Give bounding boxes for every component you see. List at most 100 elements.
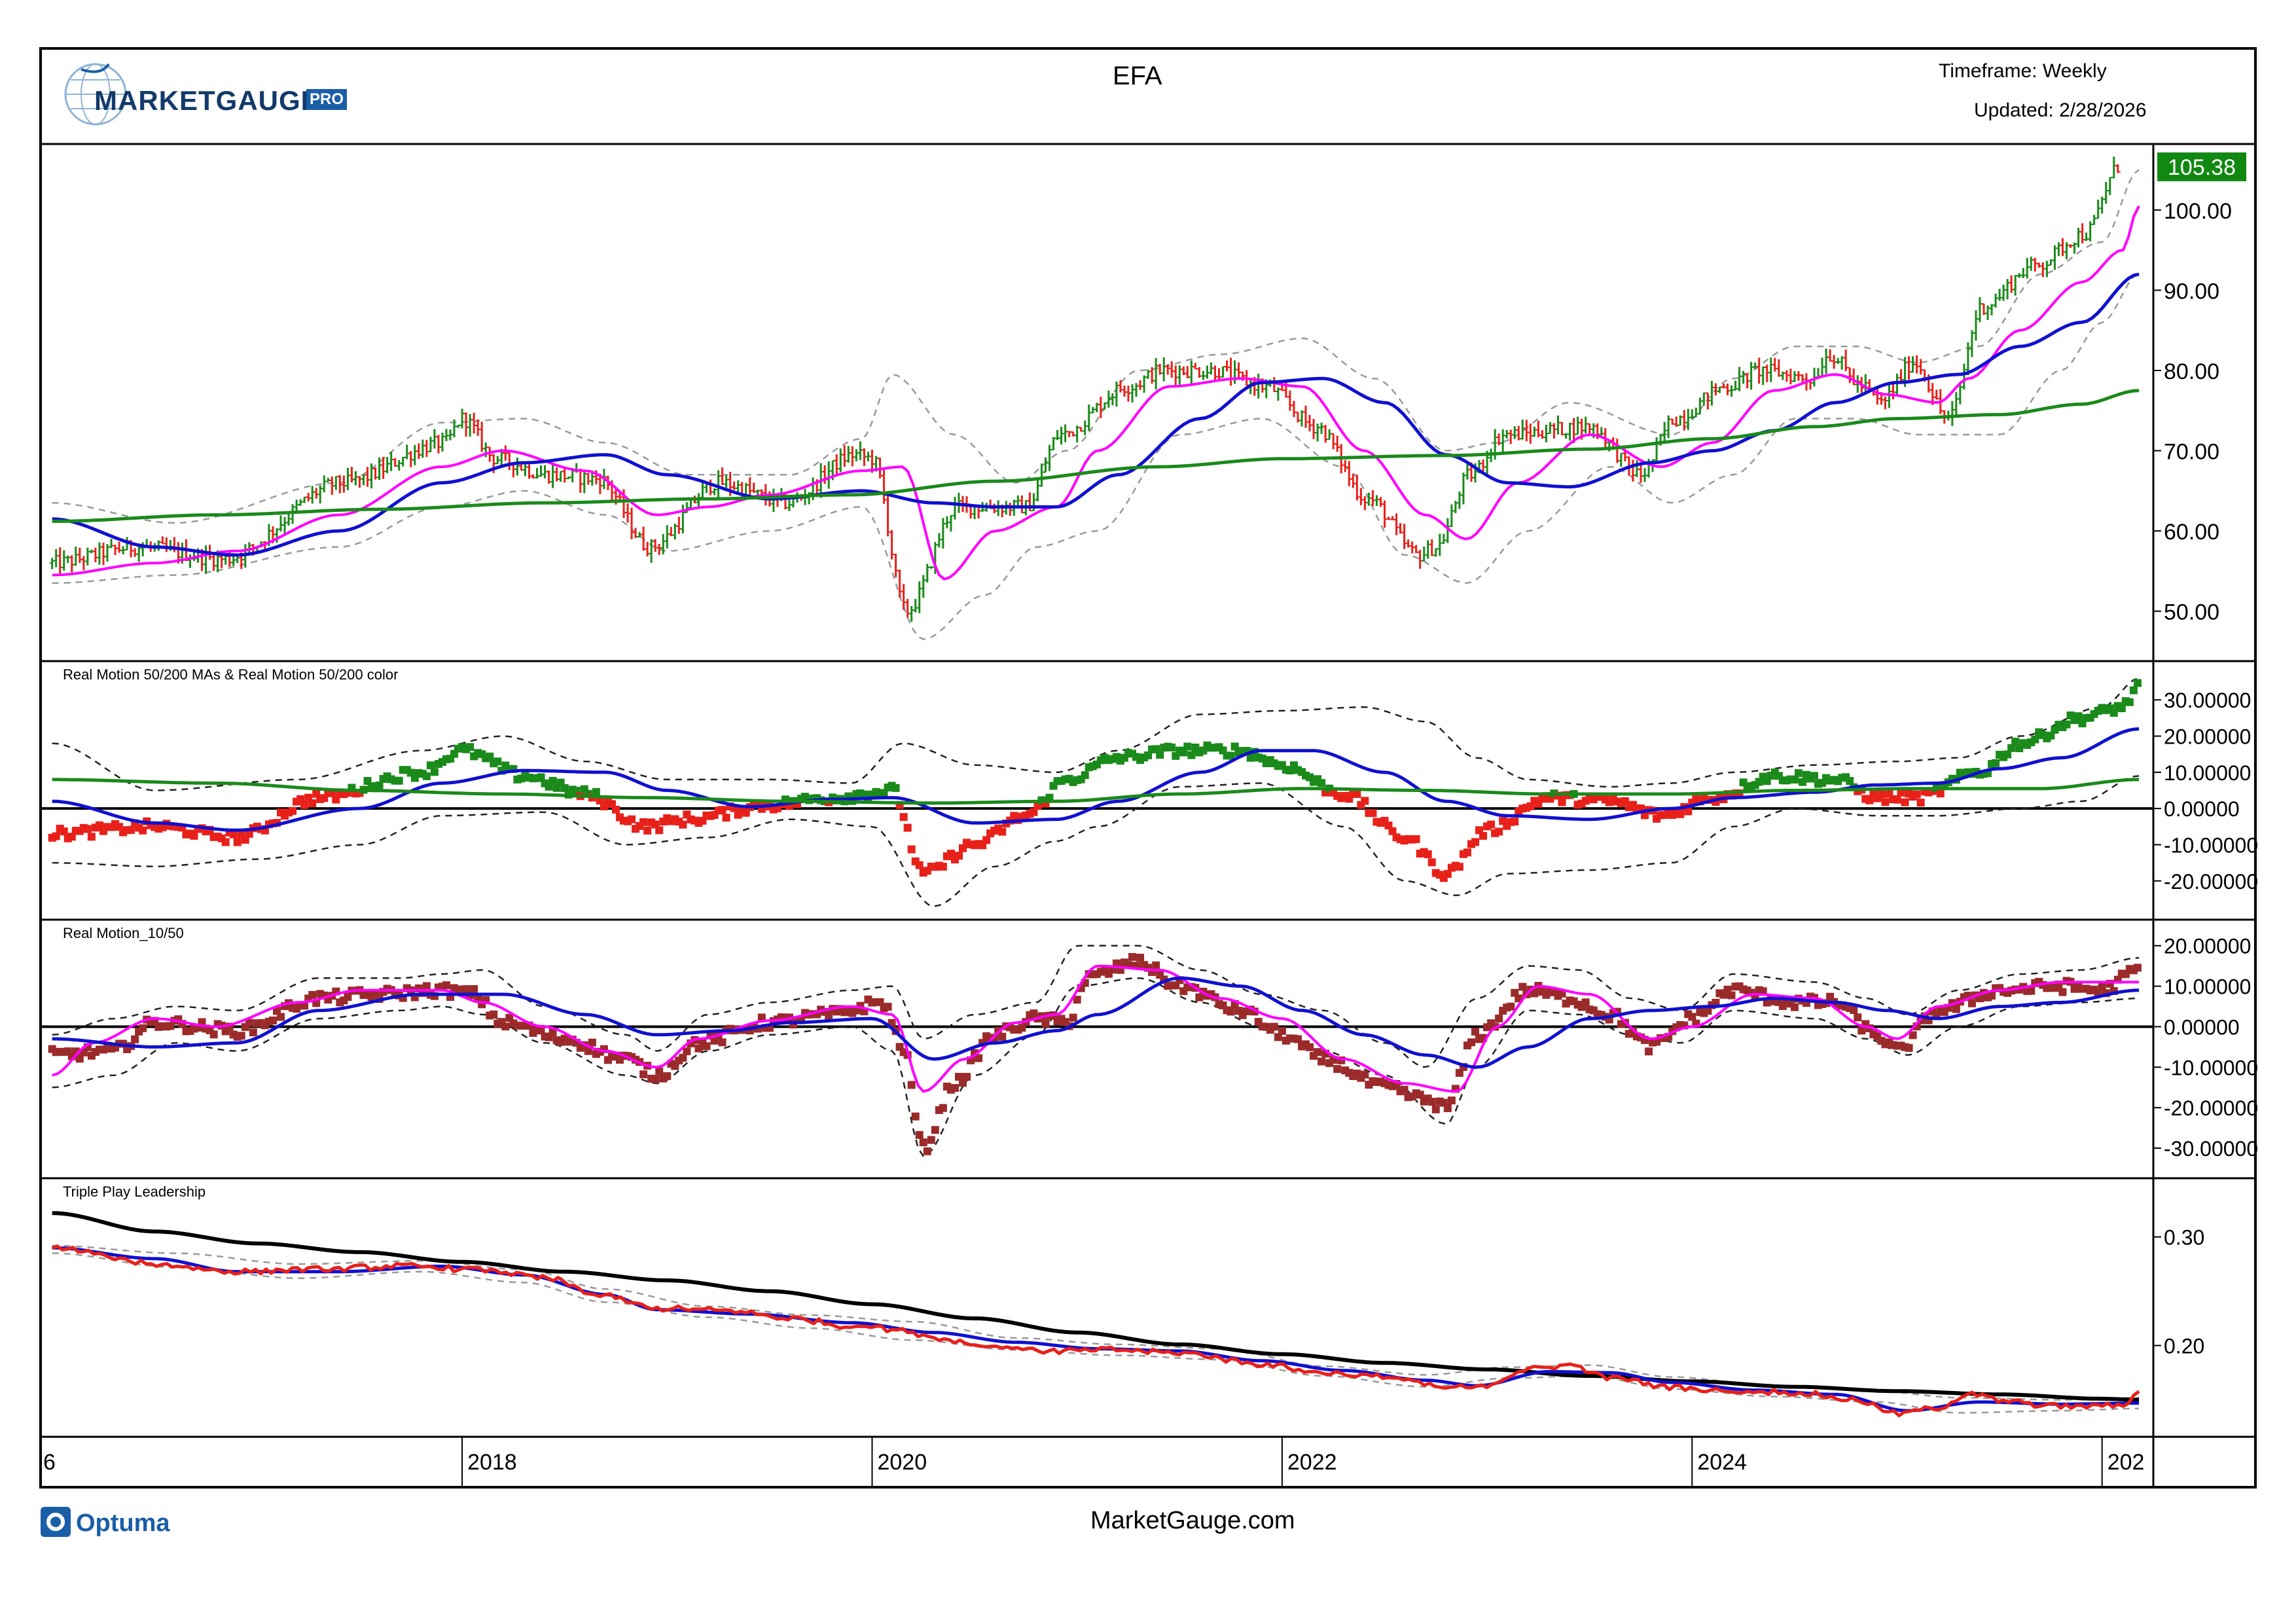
rm-dot	[466, 743, 475, 751]
rm-dot	[1227, 1007, 1235, 1016]
rm-dot	[911, 1112, 920, 1121]
rm-dot	[899, 813, 908, 821]
rm-dot	[639, 1070, 648, 1079]
series-ma_mid	[52, 272, 2140, 557]
rm-dot	[1487, 820, 1496, 829]
rm-dot	[221, 838, 230, 846]
rm-dot	[1511, 818, 1519, 826]
rm-dot	[1881, 798, 1890, 806]
rm-dot	[1447, 1096, 1456, 1105]
series-ma_mid	[52, 976, 2140, 1069]
rm-dot	[923, 1147, 931, 1155]
x-tick-label: 6	[43, 1450, 56, 1475]
rm-dot	[1081, 771, 1089, 780]
rm-dot	[1645, 1047, 1653, 1056]
series-band_upper	[52, 1244, 2140, 1401]
rm-dot	[1318, 1057, 1326, 1066]
rm-dot	[1041, 1019, 1050, 1028]
rm-dot	[667, 1060, 675, 1068]
rm-dot	[1798, 778, 1806, 786]
rm-dot	[1992, 759, 2000, 767]
globe-icon	[64, 63, 127, 126]
rm-dot	[998, 827, 1007, 836]
series-band_upper	[52, 677, 2140, 791]
logo-wordmark: MARKETGAUGE	[94, 85, 320, 116]
optuma-logo: Optuma	[41, 1506, 198, 1538]
rm-dot	[702, 1042, 711, 1051]
rm-dot	[1333, 791, 1342, 800]
y-tick-label: -10.00000	[2164, 1056, 2258, 1079]
rm-dot	[1688, 1013, 1696, 1021]
y-tick-label: 100.00	[2164, 199, 2232, 224]
rm-dot	[1877, 790, 1886, 799]
rm-dot	[237, 1032, 245, 1040]
rm-dot	[1427, 1098, 1436, 1106]
rm-dot	[1353, 790, 1361, 799]
rm-dot	[2133, 964, 2142, 972]
rm-dot	[308, 799, 317, 808]
rm-dot	[1558, 798, 1566, 806]
x-tick-label: 2020	[877, 1450, 927, 1475]
x-tick-label: 2022	[1287, 1450, 1337, 1475]
rm-dot	[628, 815, 636, 823]
rm-dot	[2062, 720, 2071, 729]
optuma-icon	[41, 1507, 71, 1537]
rm-dot	[1361, 1070, 1369, 1079]
rm-dot	[1443, 870, 1452, 878]
rm-dot	[891, 784, 900, 792]
rm-dot	[422, 982, 431, 990]
rm-dot	[501, 1022, 510, 1031]
y-tick-label: 80.00	[2164, 359, 2219, 384]
rm-dot	[52, 832, 60, 840]
rm-dot	[486, 752, 494, 761]
rm-dot	[639, 818, 648, 827]
y-tick-label: 70.00	[2164, 440, 2219, 465]
rm-dot	[643, 826, 652, 835]
last-price-label: 105.38	[2168, 155, 2236, 180]
rm-dot	[344, 992, 352, 1001]
rm-dot	[1912, 790, 1921, 799]
rm-dot	[959, 1079, 967, 1087]
series-band_lower	[52, 977, 2140, 1157]
series-band_lower	[52, 1252, 2140, 1414]
series-band_lower	[52, 775, 2140, 907]
rm-dot	[375, 781, 384, 789]
rm-dot	[209, 1030, 218, 1039]
rm-dot	[1854, 1013, 1862, 1022]
series-ma_mid	[52, 727, 2140, 832]
rm-dot	[982, 836, 991, 844]
rm-dot	[954, 1073, 963, 1081]
rm-dot	[332, 795, 340, 804]
rm-dot	[1739, 778, 1748, 787]
rm-dot	[694, 1044, 703, 1053]
rm-dot	[60, 827, 68, 836]
rm-dot	[679, 1053, 687, 1062]
rm-dot	[1905, 1043, 1913, 1052]
rm-dot	[1916, 799, 1925, 807]
rm-dot	[946, 850, 955, 858]
rm-dot	[1152, 961, 1160, 969]
series-band_upper	[52, 945, 2140, 1068]
rm-dot	[1388, 827, 1397, 835]
updated-label: Updated: 2/28/2026	[1974, 99, 2147, 121]
rm-dot	[1144, 751, 1153, 759]
rm-dot	[718, 806, 726, 814]
rm-dot	[2007, 744, 2016, 752]
y-tick-label: 20.00000	[2164, 935, 2251, 958]
rm-dot	[470, 984, 478, 993]
rm-dot	[718, 1038, 726, 1047]
rm-dot	[537, 773, 545, 782]
chart-frame	[39, 47, 2257, 1489]
rm-dot	[1727, 991, 1736, 1000]
rm-dot	[825, 1012, 833, 1020]
y-tick-label: 0.20	[2164, 1335, 2204, 1358]
y-tick-label: -20.00000	[2164, 870, 2258, 893]
rm-dot	[876, 998, 884, 1006]
rm-dot	[79, 1048, 88, 1056]
y-tick-label: 10.00000	[2164, 761, 2251, 785]
rm-dot	[272, 1007, 281, 1015]
footer-site: MarketGauge.com	[1090, 1507, 1295, 1534]
rm-dot	[663, 1072, 672, 1081]
rm-dot	[83, 825, 92, 833]
rm-dot	[1400, 1085, 1408, 1094]
